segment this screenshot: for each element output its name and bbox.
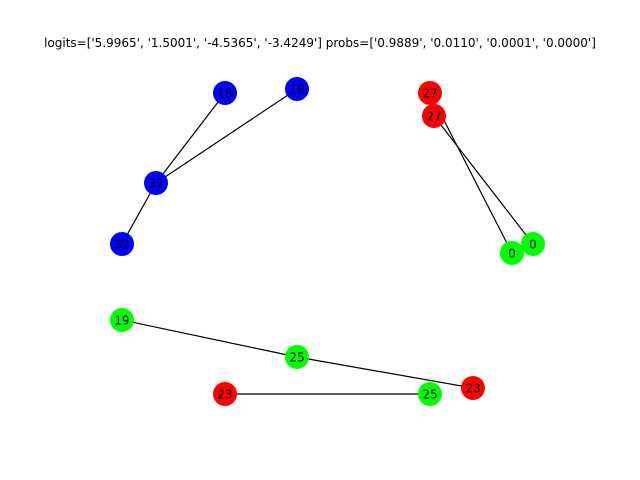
node-circle [213,81,237,105]
edge-n32a-n18a [155,92,226,184]
node-n0b: 0 [521,232,545,256]
node-label: 18 [289,83,304,97]
edge-n19-n25a [121,319,298,358]
node-circle [418,81,442,105]
node-label: 32 [114,238,129,252]
node-circle [110,232,134,256]
node-label: 23 [465,382,480,396]
node-n18b: 18 [285,77,309,101]
node-n32b: 32 [110,232,134,256]
node-circle [422,104,446,128]
node-n32a: 32 [144,171,168,195]
node-n23a: 23 [213,382,237,406]
node-circle [418,382,442,406]
node-label: 18 [217,87,232,101]
node-circle [461,376,485,400]
nodes-layer: 18 18 32 32 27 27 00 19 25 25 23 23 [110,77,545,406]
node-circle [110,308,134,332]
node-label: 23 [217,388,232,402]
node-n19: 19 [110,308,134,332]
node-circle [285,345,309,369]
node-circle [500,241,524,265]
node-circle [285,77,309,101]
node-circle [144,171,168,195]
node-n27b: 27 [422,104,446,128]
edges-layer [121,88,534,395]
node-n25b: 25 [418,382,442,406]
node-n0a: 0 [500,241,524,265]
node-circle [521,232,545,256]
node-label: 0 [529,238,537,252]
node-label: 0 [508,247,516,261]
figure-title: logits=['5.9965', '1.5001', '-4.5365', '… [44,36,596,50]
node-n23b: 23 [461,376,485,400]
node-label: 25 [289,351,304,365]
node-n18a: 18 [213,81,237,105]
node-n25a: 25 [285,345,309,369]
node-label: 19 [114,314,129,328]
node-circle [213,382,237,406]
node-label: 25 [422,388,437,402]
edge-n27b-n0b [433,115,534,245]
node-label: 27 [426,110,441,124]
node-label: 27 [422,87,437,101]
edge-n25a-n23b [296,356,474,389]
node-label: 32 [148,177,163,191]
edge-n32a-n18b [155,88,298,184]
node-n27a: 27 [418,81,442,105]
